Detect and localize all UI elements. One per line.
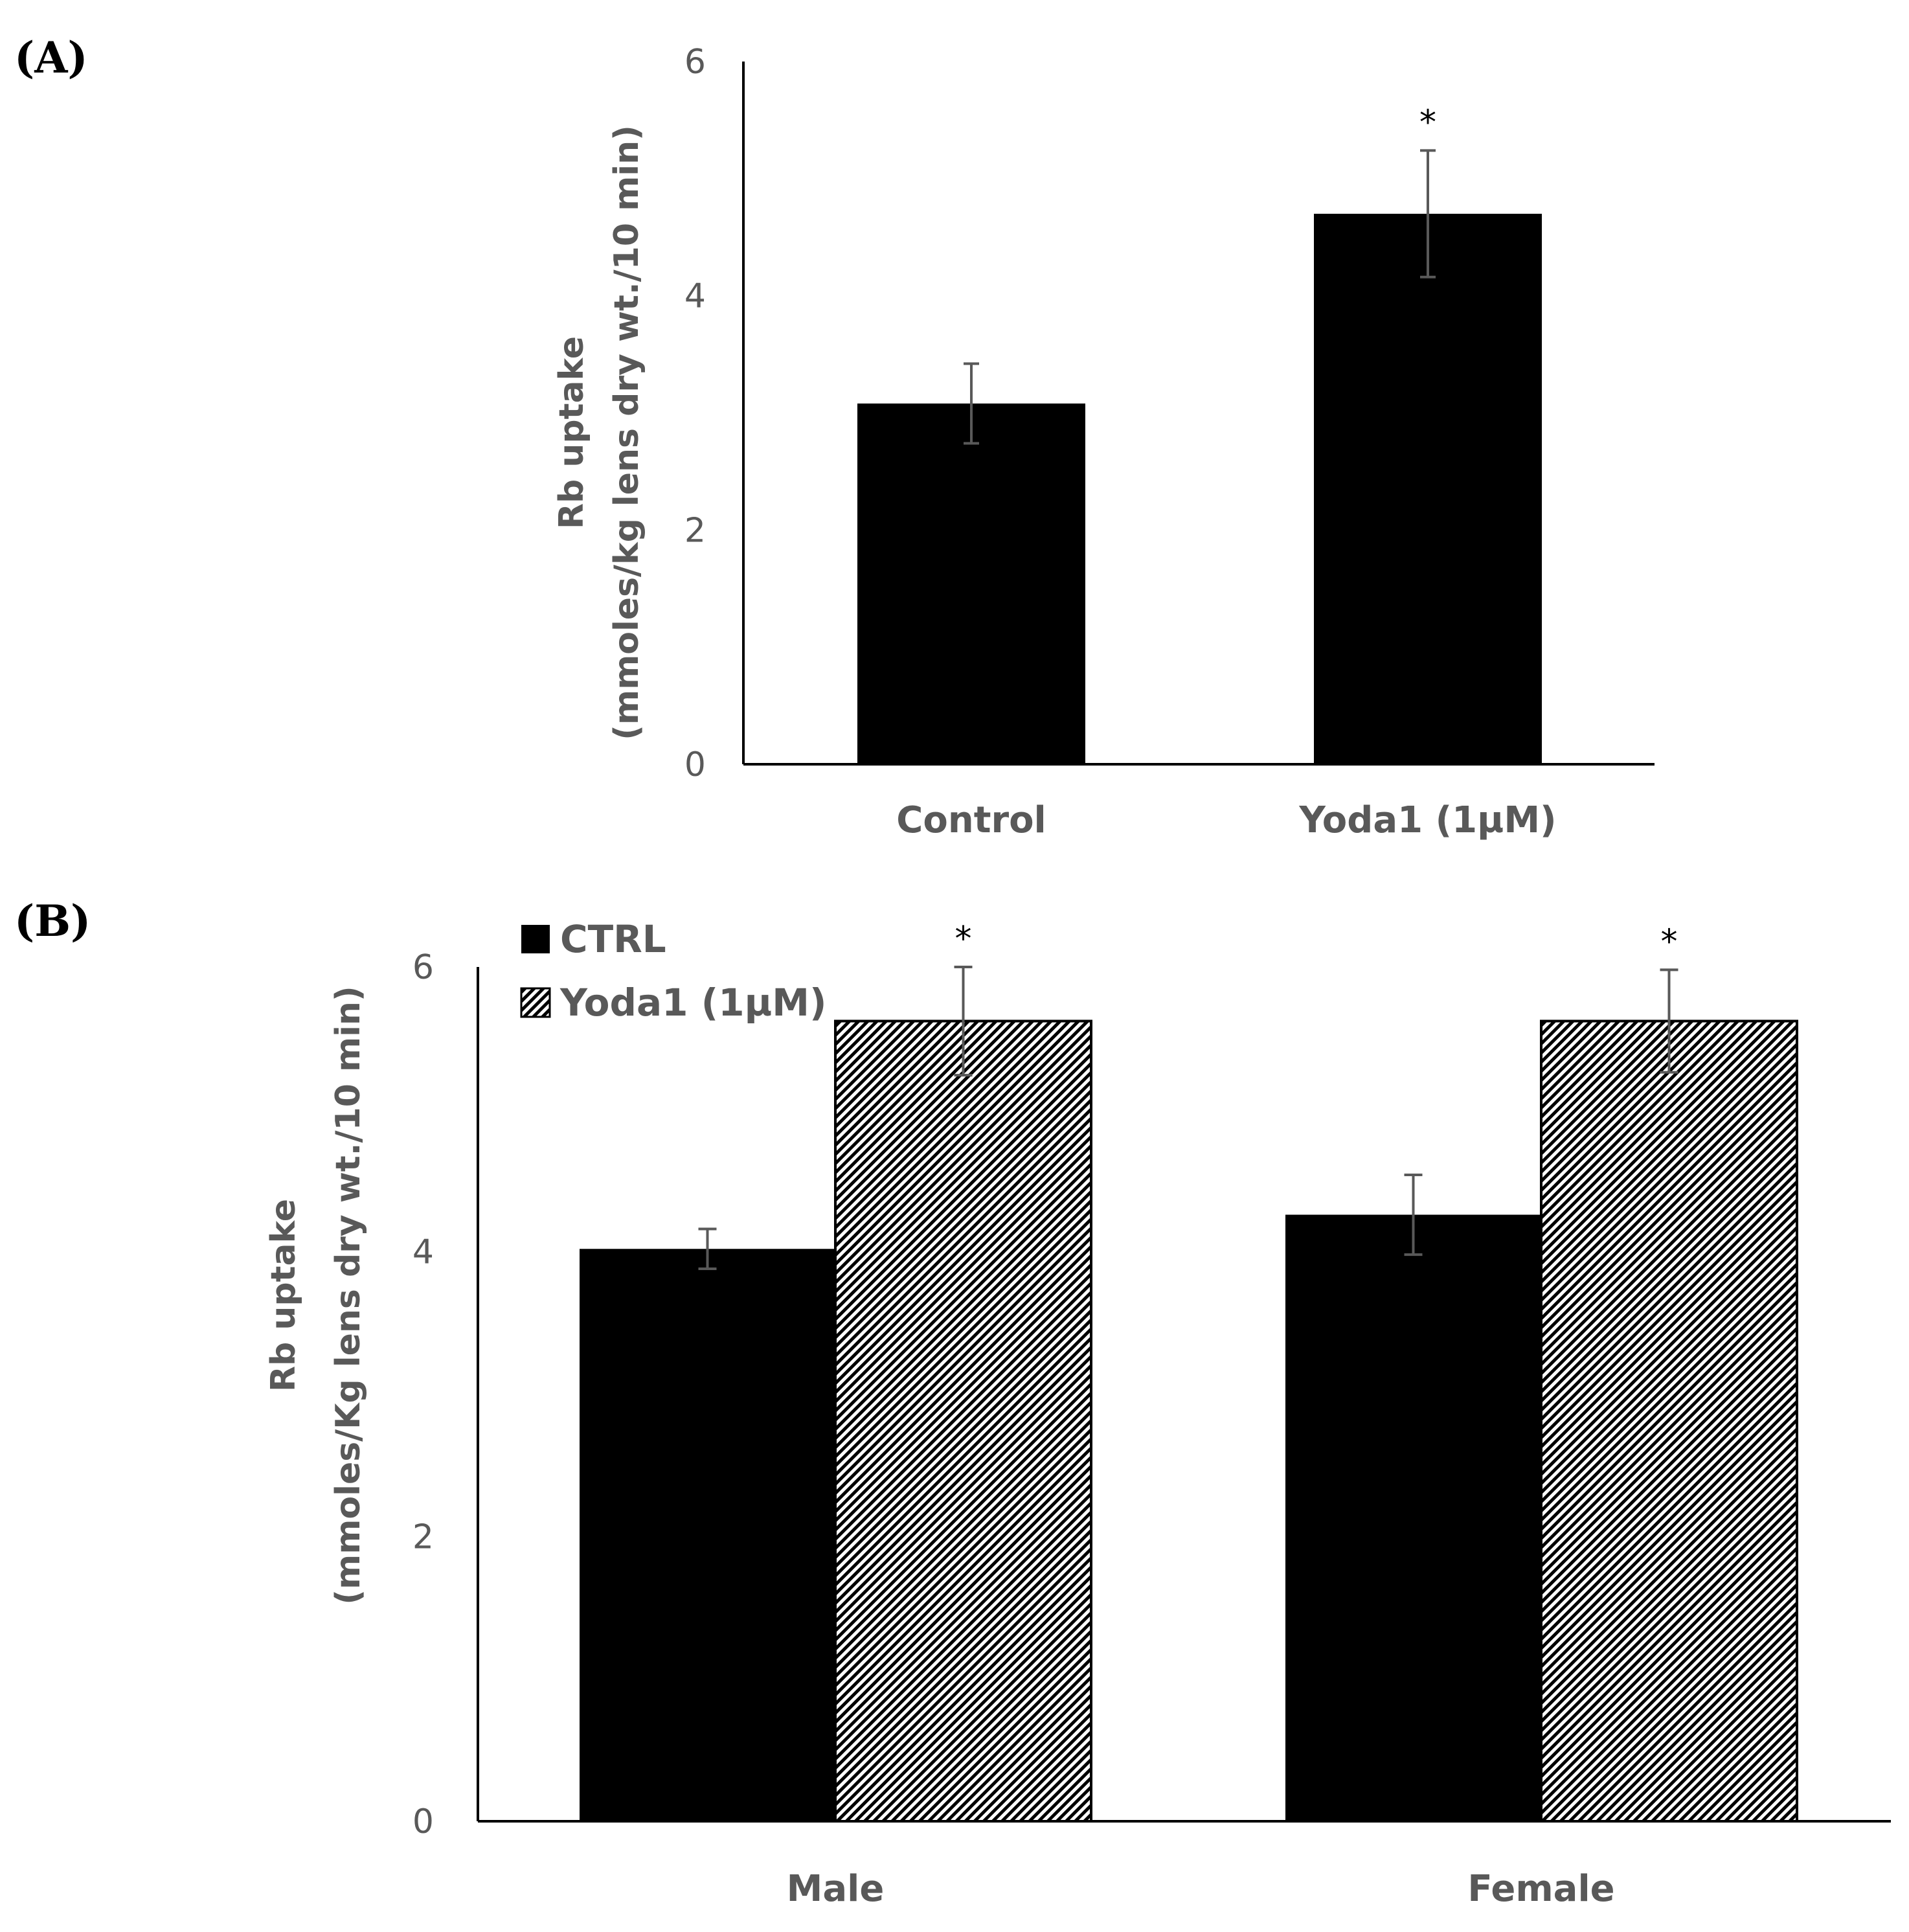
category-label: Male xyxy=(787,1868,885,1910)
panel-a-error-bars: * xyxy=(964,103,1436,445)
y-tick-label: 6 xyxy=(684,43,706,82)
category-label: Yoda1 (1µM) xyxy=(1298,799,1556,841)
panel-b-y-ticks: 0 2 4 6 xyxy=(412,948,434,1841)
panel-b-axes xyxy=(477,967,1891,1823)
bar xyxy=(834,1019,1092,1823)
significance-marker: * xyxy=(1661,922,1678,961)
bar xyxy=(580,1249,835,1821)
bar xyxy=(857,403,1085,764)
significance-marker: * xyxy=(1419,103,1436,142)
bar xyxy=(1314,214,1542,764)
panel-b-chart: Rb uptake (mmoles/Kg lens dry wt./10 min)… xyxy=(264,917,1891,1910)
category-label: Control xyxy=(896,799,1046,841)
panel-a-label: (A) xyxy=(14,32,88,83)
y-tick-label: 0 xyxy=(684,745,706,784)
panel-a-category-labels: Control Yoda1 (1µM) xyxy=(896,799,1556,841)
y-axis-label-line: (mmoles/Kg lens dry wt./10 min) xyxy=(329,986,368,1604)
panel-b-error-bars: * * xyxy=(698,920,1678,1271)
y-tick-label: 4 xyxy=(684,277,706,316)
legend-label: Yoda1 (1µM) xyxy=(559,981,827,1025)
panel-b-bars xyxy=(580,1019,1798,1823)
y-tick-label: 2 xyxy=(684,511,706,550)
y-tick-label: 0 xyxy=(412,1802,434,1841)
panel-b-legend: CTRL Yoda1 (1µM) xyxy=(520,917,827,1025)
y-tick-label: 6 xyxy=(412,948,434,987)
category-label: Female xyxy=(1467,1868,1614,1910)
panel-b-category-labels: Male Female xyxy=(787,1868,1615,1910)
panel-a-chart: Rb uptake (mmoles/kg lens dry wt./10 min)… xyxy=(552,43,1655,841)
panel-a-axes xyxy=(742,62,1655,766)
y-axis-label-line: Rb uptake xyxy=(552,336,591,529)
panel-b-label: (B) xyxy=(14,896,91,946)
bar xyxy=(1285,1214,1541,1821)
significance-marker: * xyxy=(955,920,972,959)
y-tick-label: 2 xyxy=(412,1517,434,1556)
panel-a-y-ticks: 0 2 4 6 xyxy=(684,43,706,784)
panel-a-y-axis-label: Rb uptake (mmoles/kg lens dry wt./10 min) xyxy=(552,125,646,740)
legend-swatch xyxy=(520,987,551,1018)
panel-b-y-axis-label: Rb uptake (mmoles/Kg lens dry wt./10 min) xyxy=(264,986,368,1604)
y-axis-label-line: Rb uptake xyxy=(264,1199,303,1392)
y-axis-label-line: (mmoles/kg lens dry wt./10 min) xyxy=(607,125,646,740)
bar xyxy=(1540,1019,1798,1823)
legend-label: CTRL xyxy=(560,917,666,961)
y-tick-label: 4 xyxy=(412,1233,434,1272)
panel-a-bars xyxy=(857,214,1542,764)
legend-swatch xyxy=(521,925,550,953)
